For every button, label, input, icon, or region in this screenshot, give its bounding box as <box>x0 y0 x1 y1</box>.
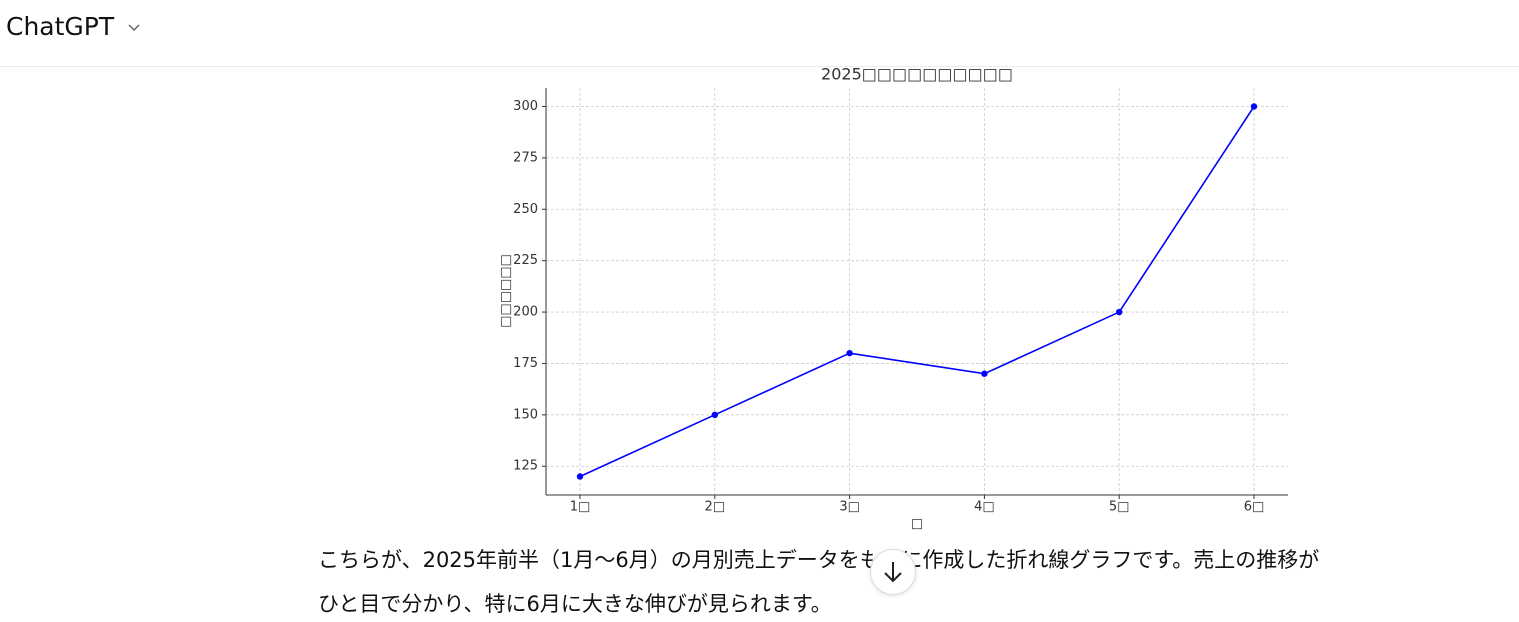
model-name[interactable]: ChatGPT <box>6 12 115 41</box>
data-point <box>981 370 988 377</box>
x-tick-label: 4□ <box>974 500 995 515</box>
data-line <box>579 106 1255 478</box>
data-point <box>1250 103 1258 110</box>
x-tick-label: 3□ <box>839 500 860 515</box>
y-tick-label: 225 <box>513 253 538 268</box>
chevron-icon[interactable] <box>126 22 142 34</box>
x-tick-label: 2□ <box>705 500 726 515</box>
y-tick-label: 275 <box>513 150 538 165</box>
scroll-down-button[interactable] <box>870 549 916 595</box>
message-line: ひと目で分かり、特に6月に大きな伸びが見られます。 <box>318 592 832 616</box>
chart: 2025□□□□□□□□□□ □ □□□□□□ 125 150 175 200 225 2… <box>499 65 1288 532</box>
data-point <box>846 349 853 357</box>
data-point <box>576 473 584 480</box>
x-tick-label: 5□ <box>1109 500 1130 515</box>
data-point <box>1116 308 1123 316</box>
y-tick-label: 175 <box>513 356 538 371</box>
y-tick-label: 150 <box>513 407 538 422</box>
x-tick-label: 1□ <box>570 500 591 515</box>
chart-title: 2025□□□□□□□□□□ <box>821 65 1013 84</box>
y-tick-label: 200 <box>513 305 538 320</box>
y-tick-label: 300 <box>513 99 538 114</box>
x-tick-label: 6□ <box>1244 500 1265 515</box>
header: ChatGPT <box>0 0 1519 67</box>
y-tick-label: 125 <box>513 459 538 474</box>
y-axis-label: □□□□□□ <box>499 254 514 328</box>
message-line: こちらが、2025年前半（1月〜6月）の月別売上データをもとに作成した折れ線グラ… <box>318 548 1320 572</box>
data-point <box>711 411 718 419</box>
y-tick-label: 250 <box>513 202 538 217</box>
x-axis-label: □ <box>911 517 923 532</box>
arrow-icon <box>884 562 902 583</box>
